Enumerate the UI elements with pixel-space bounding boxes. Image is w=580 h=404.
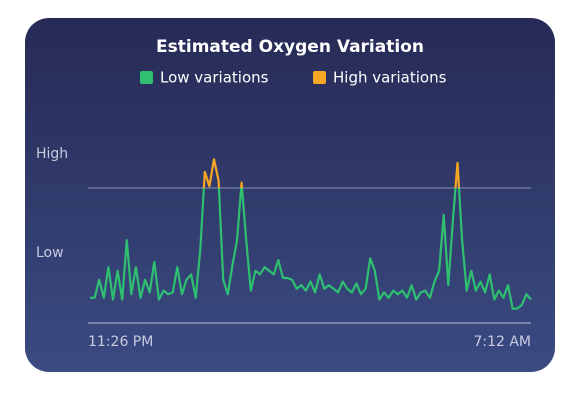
x-tick-label: 7:12 AM bbox=[473, 334, 531, 350]
y-tick-label: High bbox=[36, 146, 68, 162]
legend-label: Low variations bbox=[160, 69, 269, 87]
legend-swatch bbox=[313, 71, 326, 84]
x-tick-label: 11:26 PM bbox=[88, 334, 153, 350]
oxygen-line bbox=[202, 158, 461, 188]
chart-title: Estimated Oxygen Variation bbox=[156, 37, 424, 57]
legend-label: High variations bbox=[333, 69, 447, 87]
oxygen-line bbox=[90, 188, 532, 310]
card bbox=[25, 18, 555, 372]
legend-swatch bbox=[140, 71, 153, 84]
y-tick-label: Low bbox=[36, 245, 64, 261]
